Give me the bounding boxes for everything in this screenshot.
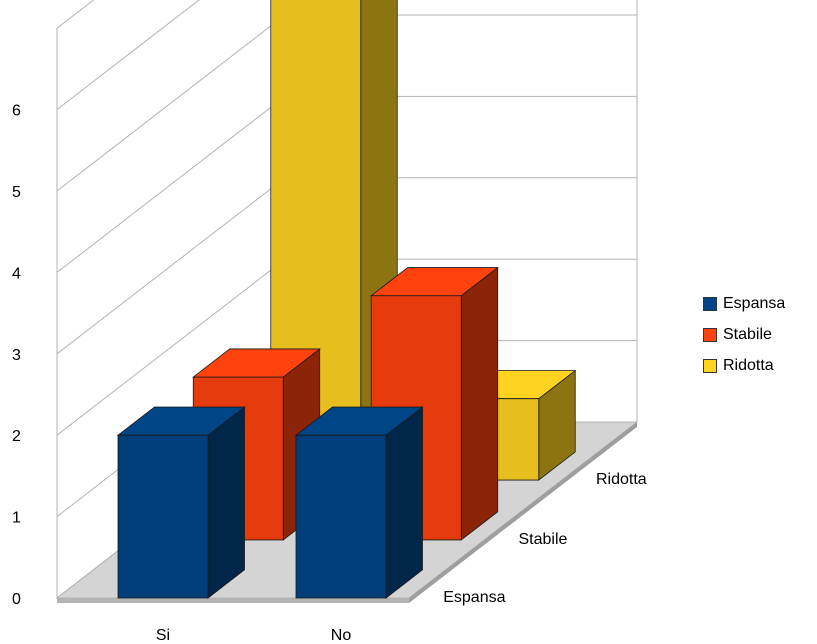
legend-label-stabile: Stabile: [723, 325, 772, 343]
bar-front-face: [295, 434, 387, 599]
x-tick-label-si: Si: [156, 627, 170, 644]
y-tick-label: 5: [12, 184, 21, 201]
bar-front-face: [117, 434, 209, 599]
legend-swatch-espansa: [703, 296, 717, 311]
floor-side-edge: [409, 422, 637, 603]
depth-tick-label-espansa: Espansa: [443, 589, 505, 606]
legend-label-espansa: Espansa: [723, 294, 786, 312]
bar-espansa-no: [294, 406, 424, 599]
gridline: [56, 0, 200, 110]
y-tick-label: 1: [12, 510, 21, 527]
y-tick-label: 0: [12, 591, 21, 608]
legend-swatch-ridotta: [703, 358, 717, 373]
depth-tick-label-stabile: Stabile: [518, 531, 567, 548]
x-tick-label-no: No: [331, 627, 352, 644]
bar-side-face: [460, 266, 499, 541]
legend-item-stabile: Stabile: [703, 319, 785, 350]
y-tick-label: 4: [12, 265, 21, 282]
axis-labels: 0 1 2 3 4 5 6 Si No Espansa Stabile Ridotta: [12, 103, 647, 644]
legend-swatch-stabile: [703, 327, 717, 342]
bar-espansa-si: [116, 406, 246, 599]
legend-item-ridotta: Ridotta: [703, 350, 785, 381]
depth-tick-label-ridotta: Ridotta: [596, 471, 647, 488]
bar-side-face: [385, 406, 423, 599]
y-tick-label: 3: [12, 347, 21, 364]
y-tick-label: 6: [12, 103, 21, 120]
bar-side-face: [207, 406, 245, 599]
bars: [116, 0, 577, 599]
y-tick-label: 2: [12, 428, 21, 445]
floor-front-edge: [57, 598, 409, 603]
legend-label-ridotta: Ridotta: [723, 356, 774, 374]
legend-item-espansa: Espansa: [703, 288, 785, 319]
legend: Espansa Stabile Ridotta: [703, 288, 785, 381]
